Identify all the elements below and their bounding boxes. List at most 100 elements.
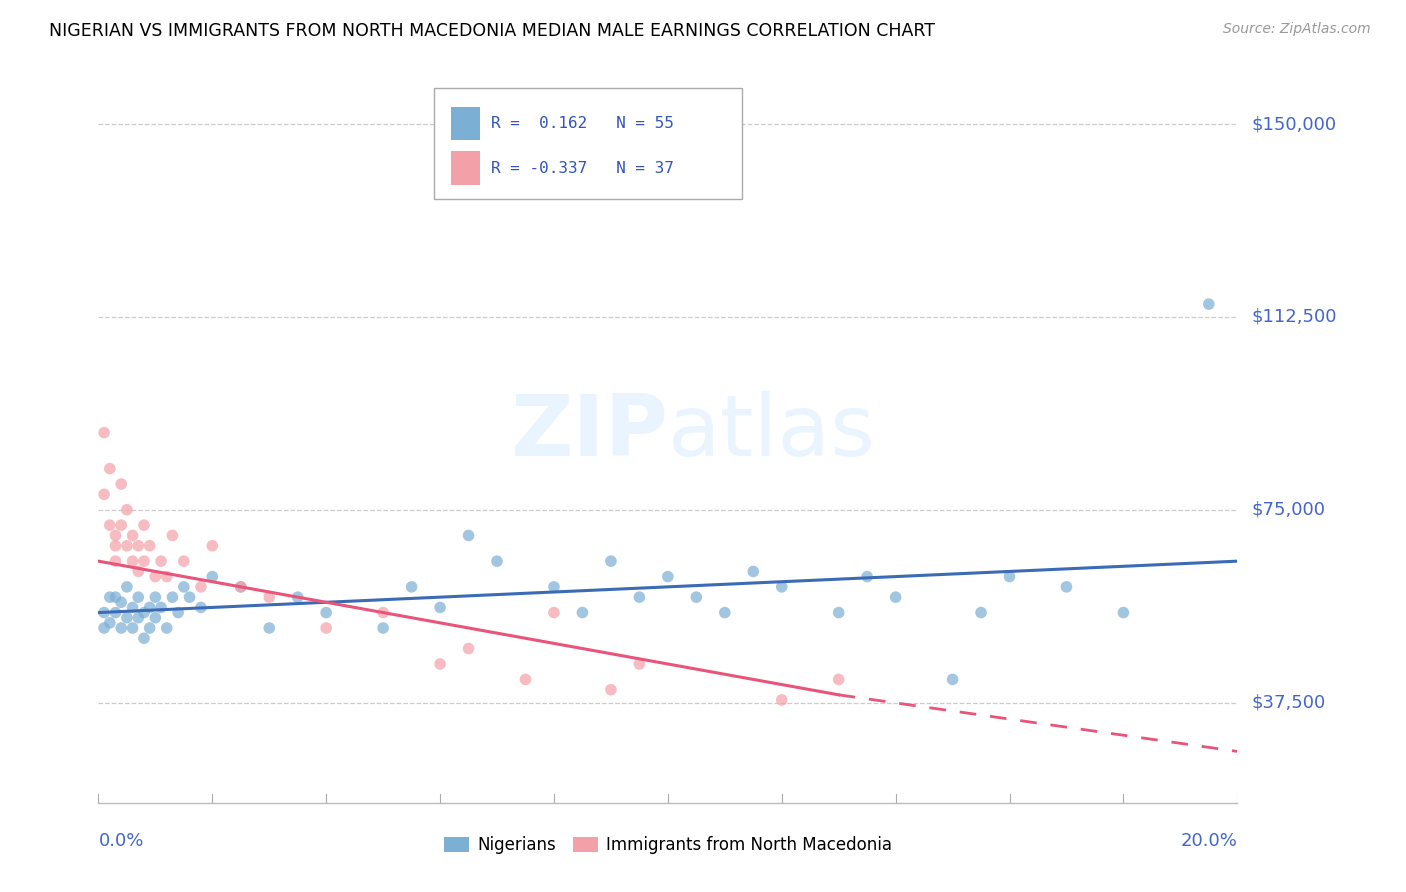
Point [93,606,115,620]
Point [201,539,224,553]
Point [998,569,1021,583]
Point [121,554,143,568]
Point [167,606,190,620]
Point [121,528,143,542]
Point [121,621,143,635]
Point [179,590,201,604]
Point [156,569,179,583]
Point [145,610,167,624]
Point [1198,297,1220,311]
Point [98,615,121,630]
Point [104,528,127,542]
Point [127,610,149,624]
Point [685,590,707,604]
Point [429,657,451,671]
Point [138,539,160,553]
Point [259,590,281,604]
Text: 20.0%: 20.0% [1181,832,1237,850]
Point [828,606,851,620]
Point [543,606,565,620]
Point [457,641,479,656]
Point [571,606,593,620]
Point [104,590,127,604]
Text: atlas: atlas [668,391,876,475]
Point [93,487,115,501]
Text: ZIP: ZIP [510,391,668,475]
Point [145,569,167,583]
Point [373,621,395,635]
Point [742,565,765,579]
Text: R = -0.337   N = 37: R = -0.337 N = 37 [491,161,675,176]
Point [98,461,121,475]
Point [970,606,993,620]
Point [201,569,224,583]
Bar [451,152,479,185]
Point [110,621,132,635]
Point [138,600,160,615]
Point [162,590,184,604]
Point [127,539,149,553]
Point [942,673,965,687]
Point [770,580,793,594]
Point [457,528,479,542]
Text: $150,000: $150,000 [1251,115,1336,133]
Text: NIGERIAN VS IMMIGRANTS FROM NORTH MACEDONIA MEDIAN MALE EARNINGS CORRELATION CHA: NIGERIAN VS IMMIGRANTS FROM NORTH MACEDO… [49,22,935,40]
Point [373,606,395,620]
Legend: Nigerians, Immigrants from North Macedonia: Nigerians, Immigrants from North Macedon… [437,830,898,861]
Point [115,580,138,594]
Bar [451,107,479,140]
Point [429,600,451,615]
Point [770,693,793,707]
Point [150,600,173,615]
Point [628,657,651,671]
Point [162,528,184,542]
Point [127,565,149,579]
Point [173,554,195,568]
Point [600,682,623,697]
Point [515,673,537,687]
Point [110,518,132,533]
Text: $75,000: $75,000 [1251,500,1326,519]
Point [856,569,879,583]
Point [121,600,143,615]
Point [110,595,132,609]
Point [93,425,115,440]
Point [657,569,679,583]
Point [714,606,737,620]
Text: Source: ZipAtlas.com: Source: ZipAtlas.com [1223,22,1371,37]
Point [401,580,423,594]
Point [628,590,651,604]
Point [110,477,132,491]
Point [150,554,173,568]
Point [145,590,167,604]
Point [98,518,121,533]
Text: R =  0.162   N = 55: R = 0.162 N = 55 [491,116,675,131]
Point [173,580,195,594]
Point [884,590,907,604]
Point [156,621,179,635]
Point [600,554,623,568]
Text: $112,500: $112,500 [1251,308,1337,326]
Point [132,606,155,620]
Point [115,502,138,516]
Point [115,610,138,624]
Point [132,554,155,568]
Point [132,518,155,533]
Point [315,606,337,620]
Point [190,600,212,615]
Point [98,590,121,604]
Point [93,621,115,635]
Point [104,554,127,568]
FancyBboxPatch shape [434,88,742,200]
Point [132,632,155,646]
Point [287,590,309,604]
Text: $37,500: $37,500 [1251,694,1326,712]
Point [828,673,851,687]
Point [190,580,212,594]
Point [259,621,281,635]
Point [229,580,252,594]
Point [104,606,127,620]
Point [104,539,127,553]
Point [138,621,160,635]
Point [127,590,149,604]
